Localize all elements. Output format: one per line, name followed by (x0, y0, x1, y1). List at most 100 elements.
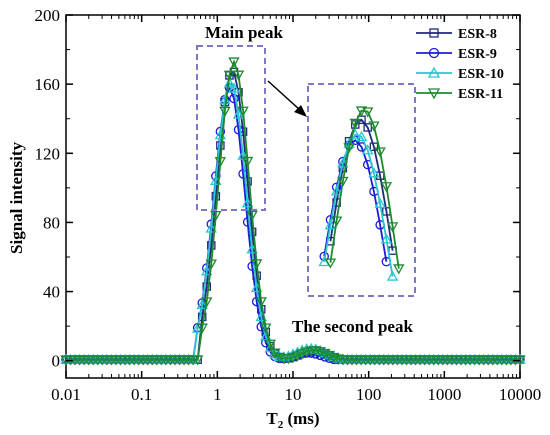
data-point-triangle-down (246, 210, 258, 221)
data-point-triangle-up (330, 185, 343, 196)
data-point-triangle-up (223, 77, 236, 88)
data-point-triangle-down (393, 264, 405, 275)
x-axis-title-unit: (ms) (283, 409, 319, 428)
x-tick-label: 10 (285, 385, 302, 404)
data-point-triangle-up (374, 197, 386, 209)
legend: ESR-8 ESR-9 ESR-10 ESR-11 (416, 27, 504, 102)
inset-series-esr-10 (318, 128, 399, 281)
data-point-triangle-down (250, 259, 263, 270)
inset-series-line (329, 118, 394, 251)
legend-item-esr-8: ESR-8 (416, 27, 497, 42)
y-tick-label: 200 (35, 6, 61, 25)
data-point-triangle-down (343, 143, 355, 154)
data-point-circle (428, 47, 440, 59)
data-point-triangle-up (232, 108, 245, 119)
y-tick-label: 120 (35, 144, 61, 163)
data-point-triangle-up (380, 233, 393, 244)
data-point-triangle-down (323, 350, 336, 362)
inset-box (307, 83, 416, 297)
data-point-triangle-up (362, 144, 374, 155)
y-tick-label: 80 (43, 213, 60, 232)
data-point-circle (238, 169, 248, 179)
data-point-triangle-down (260, 323, 272, 334)
data-point-triangle-down (296, 349, 308, 360)
x-axis-title-sub: 2 (278, 419, 284, 431)
data-point-triangle-up (237, 149, 249, 160)
data-point-triangle-down (324, 258, 337, 269)
data-point-triangle-down (427, 88, 441, 100)
x-tick-label: 0.01 (51, 385, 81, 404)
data-point-triangle-up (368, 167, 380, 178)
data-point-square (369, 142, 379, 152)
data-point-square (363, 123, 372, 132)
inset-series-esr-11 (324, 106, 405, 275)
data-point-triangle-down (223, 70, 236, 81)
data-point-triangle-down (374, 147, 386, 158)
legend-label: ESR-10 (458, 67, 504, 82)
y-tick-label: 40 (43, 283, 60, 302)
data-point-triangle-down (291, 351, 304, 362)
inset-series-layer (318, 106, 405, 281)
data-point-triangle-down (330, 216, 343, 227)
data-point-triangle-down (368, 121, 380, 132)
inset-series-line (329, 109, 400, 269)
data-point-triangle-up (324, 219, 337, 230)
data-point-triangle-down (264, 339, 277, 350)
data-point-triangle-down (273, 352, 286, 363)
data-point-triangle-up (337, 157, 349, 168)
data-point-circle (233, 124, 244, 135)
data-point-square (211, 192, 221, 201)
data-point-triangle-up (282, 350, 295, 361)
data-point-circle (242, 217, 253, 227)
data-point-triangle-up (386, 270, 399, 281)
data-point-triangle-down (241, 156, 254, 168)
data-point-triangle-down (349, 118, 361, 129)
data-point-triangle-up (196, 298, 208, 309)
data-point-triangle-down (314, 347, 326, 358)
data-point-triangle-down (214, 157, 227, 168)
data-point-square (429, 28, 439, 38)
series-layer (60, 57, 526, 366)
series-line (66, 58, 520, 361)
data-point-triangle-down (362, 107, 374, 118)
x-tick-label: 0.1 (131, 385, 152, 404)
axis-layer: 0.01 0.1 1 10 100 1000 10000 0 40 80 120 160 200 (35, 6, 542, 404)
x-tick-label: 100 (356, 385, 382, 404)
second-peak-label: The second peak (292, 317, 413, 336)
zoom-arrow-head (294, 105, 307, 117)
data-point-triangle-down (196, 323, 208, 334)
y-tick-label: 160 (35, 75, 61, 94)
data-point-triangle-down (255, 297, 267, 308)
data-point-triangle-up (309, 343, 322, 354)
data-point-triangle-down (337, 176, 349, 188)
inset-series-line (323, 133, 394, 277)
data-point-triangle-up (427, 66, 441, 78)
data-point-triangle-down (328, 352, 340, 364)
y-axis-title: Signal intensity (7, 142, 26, 254)
data-point-triangle-up (355, 130, 368, 142)
data-point-triangle-down (205, 259, 217, 270)
x-tick-label: 1 (213, 385, 222, 404)
data-point-triangle-up (228, 82, 240, 93)
data-point-triangle-down (228, 57, 240, 68)
legend-label: ESR-11 (458, 87, 503, 102)
data-point-triangle-up (241, 197, 254, 208)
data-point-square (202, 282, 211, 291)
data-point-triangle-up (201, 265, 213, 276)
zoom-arrow (267, 80, 301, 111)
data-point-circle (229, 93, 239, 104)
legend-item-esr-11: ESR-11 (416, 87, 503, 102)
legend-item-esr-9: ESR-9 (416, 47, 497, 62)
data-point-square (197, 312, 207, 322)
data-point-triangle-down (380, 182, 393, 193)
main-peak-label: Main peak (205, 23, 283, 42)
data-point-square (207, 241, 216, 250)
data-point-square (382, 207, 391, 216)
legend-item-esr-10: ESR-10 (416, 66, 504, 82)
legend-label: ESR-8 (458, 27, 497, 42)
data-point-triangle-down (386, 222, 399, 233)
series-esr-11 (60, 57, 526, 366)
x-tick-label: 1000 (427, 385, 461, 404)
data-point-triangle-down (219, 106, 231, 117)
